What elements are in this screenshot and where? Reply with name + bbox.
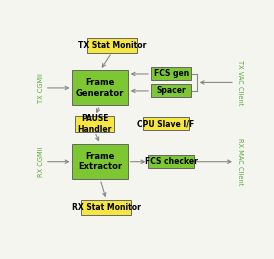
Text: Frame
Generator: Frame Generator bbox=[76, 78, 124, 98]
Bar bbox=[75, 116, 115, 132]
Text: TX VAC Client: TX VAC Client bbox=[237, 60, 243, 106]
Bar bbox=[81, 200, 132, 215]
Text: RX MAC Client: RX MAC Client bbox=[237, 138, 243, 185]
Text: RX Stat Monitor: RX Stat Monitor bbox=[72, 203, 141, 212]
Bar bbox=[87, 38, 137, 53]
Text: RX CGMII: RX CGMII bbox=[38, 147, 44, 177]
Bar bbox=[72, 144, 128, 179]
Text: CPU Slave I/F: CPU Slave I/F bbox=[137, 119, 195, 128]
Bar bbox=[151, 84, 191, 97]
Text: FCS checker: FCS checker bbox=[145, 157, 198, 166]
Text: FCS gen: FCS gen bbox=[154, 69, 189, 78]
Bar bbox=[151, 68, 191, 81]
Text: PAUSE
Handler: PAUSE Handler bbox=[78, 114, 112, 134]
Text: Frame
Extractor: Frame Extractor bbox=[78, 152, 122, 171]
Bar bbox=[149, 155, 194, 168]
Text: Spacer: Spacer bbox=[156, 87, 186, 95]
Text: TX Stat Monitor: TX Stat Monitor bbox=[78, 41, 146, 49]
Bar bbox=[72, 70, 128, 105]
Bar bbox=[143, 117, 189, 130]
Text: TX CGMII: TX CGMII bbox=[38, 73, 44, 103]
